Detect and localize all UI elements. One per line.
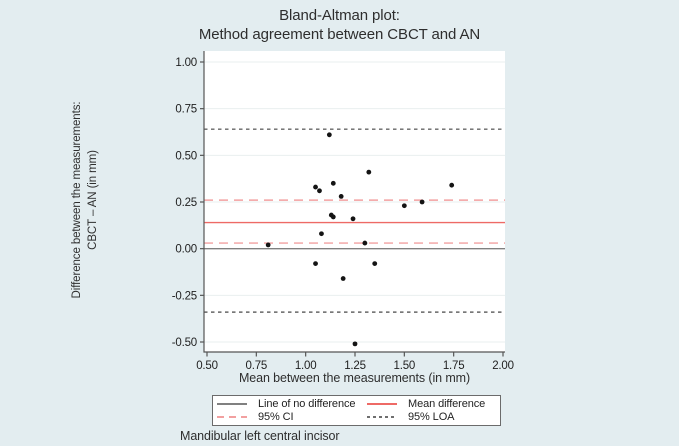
data-point bbox=[265, 242, 271, 248]
data-point bbox=[372, 261, 378, 267]
data-point bbox=[419, 199, 425, 205]
y-tick-label: 1.00 bbox=[175, 57, 197, 69]
data-point bbox=[366, 169, 372, 175]
legend-entry-no-difference: Line of no difference bbox=[217, 398, 367, 410]
data-point bbox=[340, 276, 346, 281]
data-point bbox=[401, 203, 407, 209]
data-point bbox=[313, 261, 318, 267]
data-point bbox=[338, 194, 344, 199]
chart-title-line2: Method agreement between CBCT and AN bbox=[198, 26, 481, 43]
legend-entry-loa: 95% LOA bbox=[367, 411, 500, 423]
y-tick-label: 0.00 bbox=[175, 244, 197, 256]
y-tick-label: 0.50 bbox=[175, 150, 197, 162]
data-point bbox=[319, 231, 324, 237]
y-tick-label: -0.50 bbox=[172, 337, 197, 349]
legend-label: 95% LOA bbox=[408, 411, 455, 424]
data-point bbox=[330, 180, 336, 186]
solid-gray-line-swatch bbox=[217, 402, 247, 405]
x-axis-title: Mean between the measurements (in mm) bbox=[238, 371, 471, 385]
legend-label: 95% CI bbox=[258, 411, 294, 424]
x-tick-label: 1.75 bbox=[443, 360, 465, 370]
x-tick-label: 2.00 bbox=[492, 360, 514, 370]
legend-label: Line of no difference bbox=[258, 397, 356, 410]
data-point bbox=[317, 188, 322, 194]
figure-caption: Mandibular left central incisor bbox=[180, 429, 340, 443]
plot-svg: 1.00 0.75 0.50 0.25 0.00 -0.25 -0.50 0.50 0.75 1.… bbox=[172, 51, 514, 370]
dotted-gray-line-swatch bbox=[367, 416, 397, 419]
x-tick-label: 1.25 bbox=[344, 360, 366, 370]
chart-title: Bland-Altman plot: Method agreement betw… bbox=[0, 6, 679, 44]
data-point bbox=[326, 132, 332, 138]
dashed-red-line-swatch bbox=[217, 416, 247, 419]
data-point bbox=[330, 214, 336, 220]
plot-background bbox=[204, 51, 505, 352]
data-point bbox=[352, 341, 358, 347]
y-tick-label: 0.25 bbox=[175, 197, 197, 209]
chart-title-line1: Bland-Altman plot: bbox=[279, 7, 400, 24]
y-tick-label: -0.25 bbox=[172, 290, 197, 302]
data-point bbox=[350, 216, 356, 222]
x-tick-label: 0.75 bbox=[246, 360, 268, 370]
x-tick-label: 1.00 bbox=[295, 360, 317, 370]
x-tick-label: 1.50 bbox=[394, 360, 416, 370]
y-axis-title: Difference between the measurements: CBC… bbox=[69, 35, 101, 365]
legend: Line of no difference Mean difference 95… bbox=[212, 395, 501, 426]
data-point bbox=[313, 184, 318, 190]
y-tick-label: 0.75 bbox=[175, 104, 197, 116]
y-axis-title-line1: Difference between the measurements: bbox=[71, 101, 83, 299]
solid-red-line-swatch bbox=[367, 402, 397, 405]
y-axis-title-line2: CBCT – AN (in mm) bbox=[87, 150, 99, 250]
legend-entry-mean-difference: Mean difference bbox=[367, 398, 500, 410]
data-point bbox=[449, 182, 455, 188]
x-tick-label: 0.50 bbox=[196, 360, 218, 370]
legend-entry-ci: 95% CI bbox=[217, 411, 367, 423]
legend-label: Mean difference bbox=[408, 397, 486, 410]
data-point bbox=[362, 240, 368, 246]
